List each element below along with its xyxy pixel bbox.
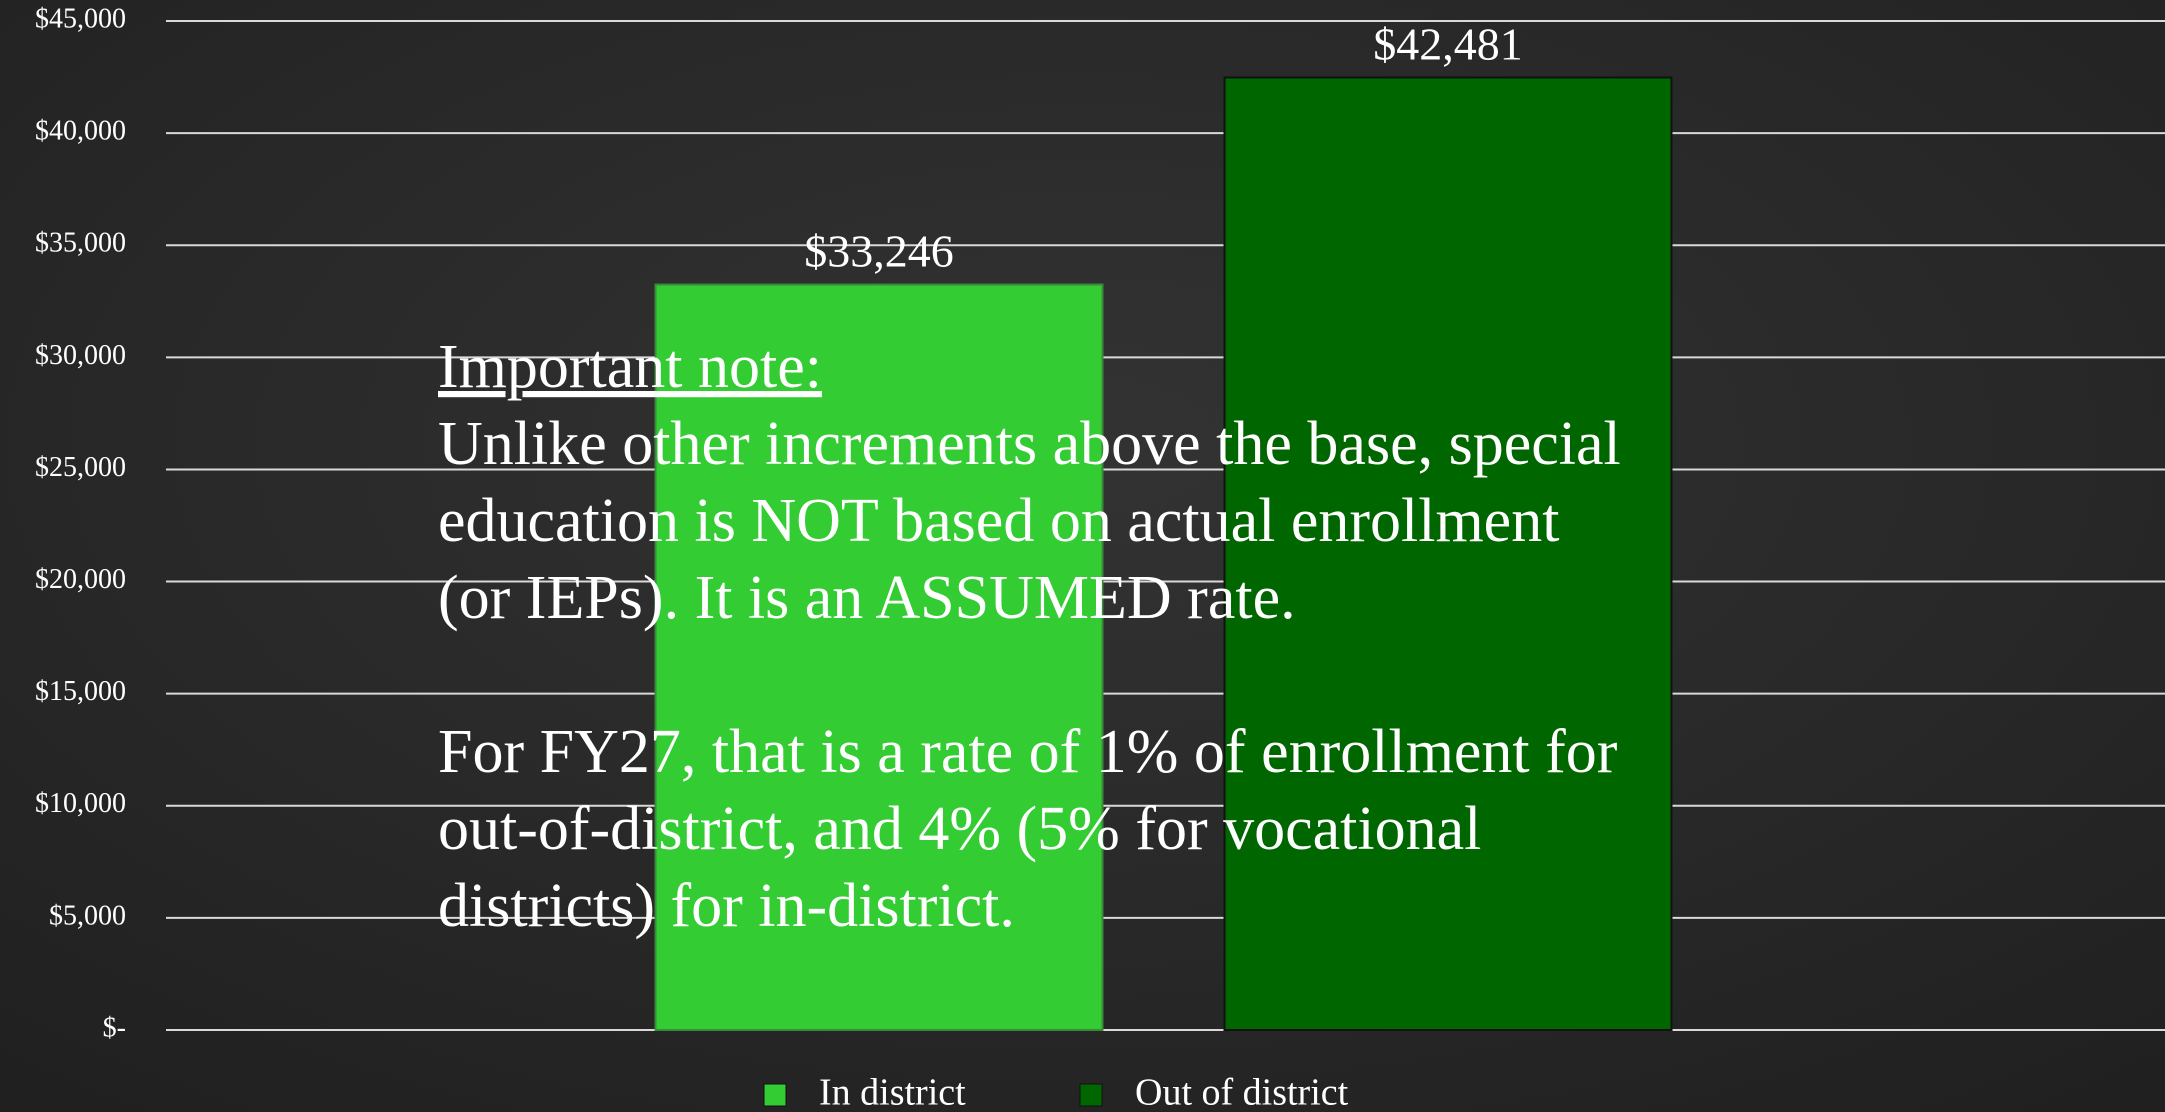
y-tick-label: $45,000 (35, 3, 126, 34)
note-line: education is NOT based on actual enrollm… (438, 487, 1559, 555)
y-tick-label: $15,000 (35, 676, 126, 707)
legend-label: In district (819, 1072, 966, 1112)
legend-swatch (1079, 1083, 1103, 1107)
note-line: For FY27, that is a rate of 1% of enroll… (438, 718, 1618, 786)
bar (1223, 76, 1673, 1032)
y-tick-label: $40,000 (35, 116, 126, 147)
y-tick-label: $5,000 (49, 900, 126, 931)
note-line: districts) for in-district. (438, 872, 1015, 940)
y-tick-label: $35,000 (35, 228, 126, 259)
data-label: $42,481 (1373, 18, 1523, 69)
legend: In district Out of district (763, 1072, 1349, 1112)
y-tick-label: $10,000 (35, 788, 126, 819)
bars (654, 76, 1673, 1032)
y-tick-label: $30,000 (35, 340, 126, 371)
bar (654, 283, 1104, 1032)
grid (166, 20, 2165, 1031)
y-tick-label: $25,000 (35, 452, 126, 483)
data-label: $33,246 (804, 226, 954, 277)
note-title: Important note: (438, 333, 822, 401)
y-tick-label: $20,000 (35, 564, 126, 595)
y-tick-label: $- (103, 1012, 126, 1043)
legend-label: Out of district (1135, 1072, 1349, 1112)
note-line: out-of-district, and 4% (5% for vocation… (438, 795, 1481, 863)
annotation: Important note: Unlike other increments a… (438, 333, 1621, 940)
labels: $- $5,000 $10,000 $15,000 $20,000 $25,000 $30,… (35, 3, 1523, 1043)
legend-swatch (763, 1083, 787, 1107)
note-line: (or IEPs). It is an ASSUMED rate. (438, 564, 1296, 632)
note-line: Unlike other increments above the base, … (438, 410, 1621, 478)
